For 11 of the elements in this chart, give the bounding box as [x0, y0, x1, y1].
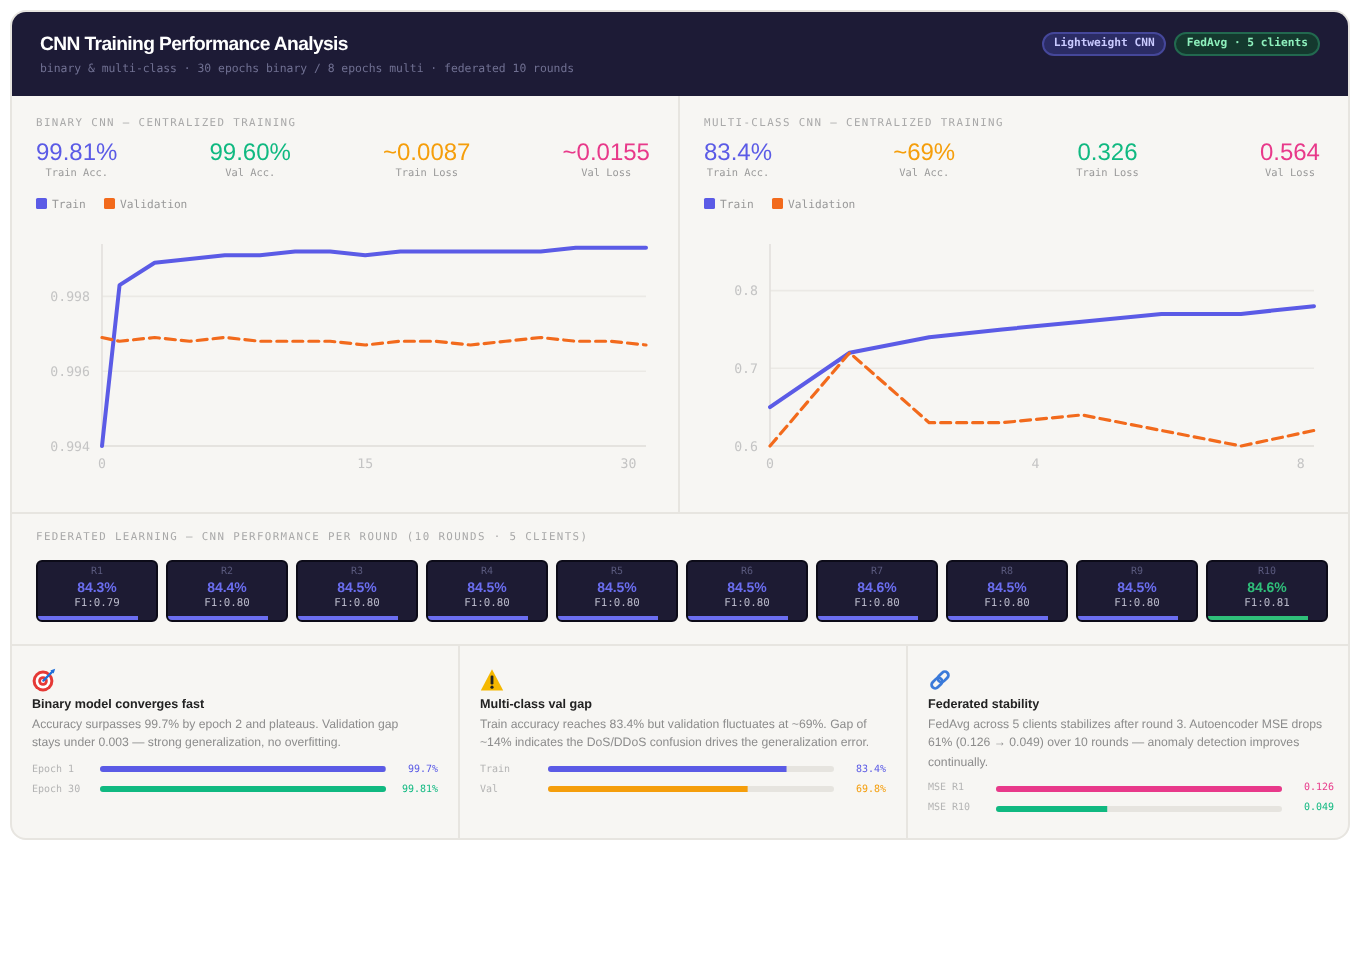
text: 99.60% — [209, 138, 291, 166]
line-series — [768, 304, 1316, 410]
text: ~0.0155 — [562, 138, 650, 166]
line-series — [100, 245, 648, 448]
text: 0.564 — [1259, 138, 1320, 166]
text: 99.81% — [36, 138, 118, 166]
text: CNN Training Performance Analysis — [40, 33, 350, 55]
text: 0.326 — [1076, 138, 1139, 166]
text: ~0.0087 — [383, 138, 471, 166]
text: ~69% — [893, 138, 956, 166]
text: 83.4% — [704, 138, 773, 166]
